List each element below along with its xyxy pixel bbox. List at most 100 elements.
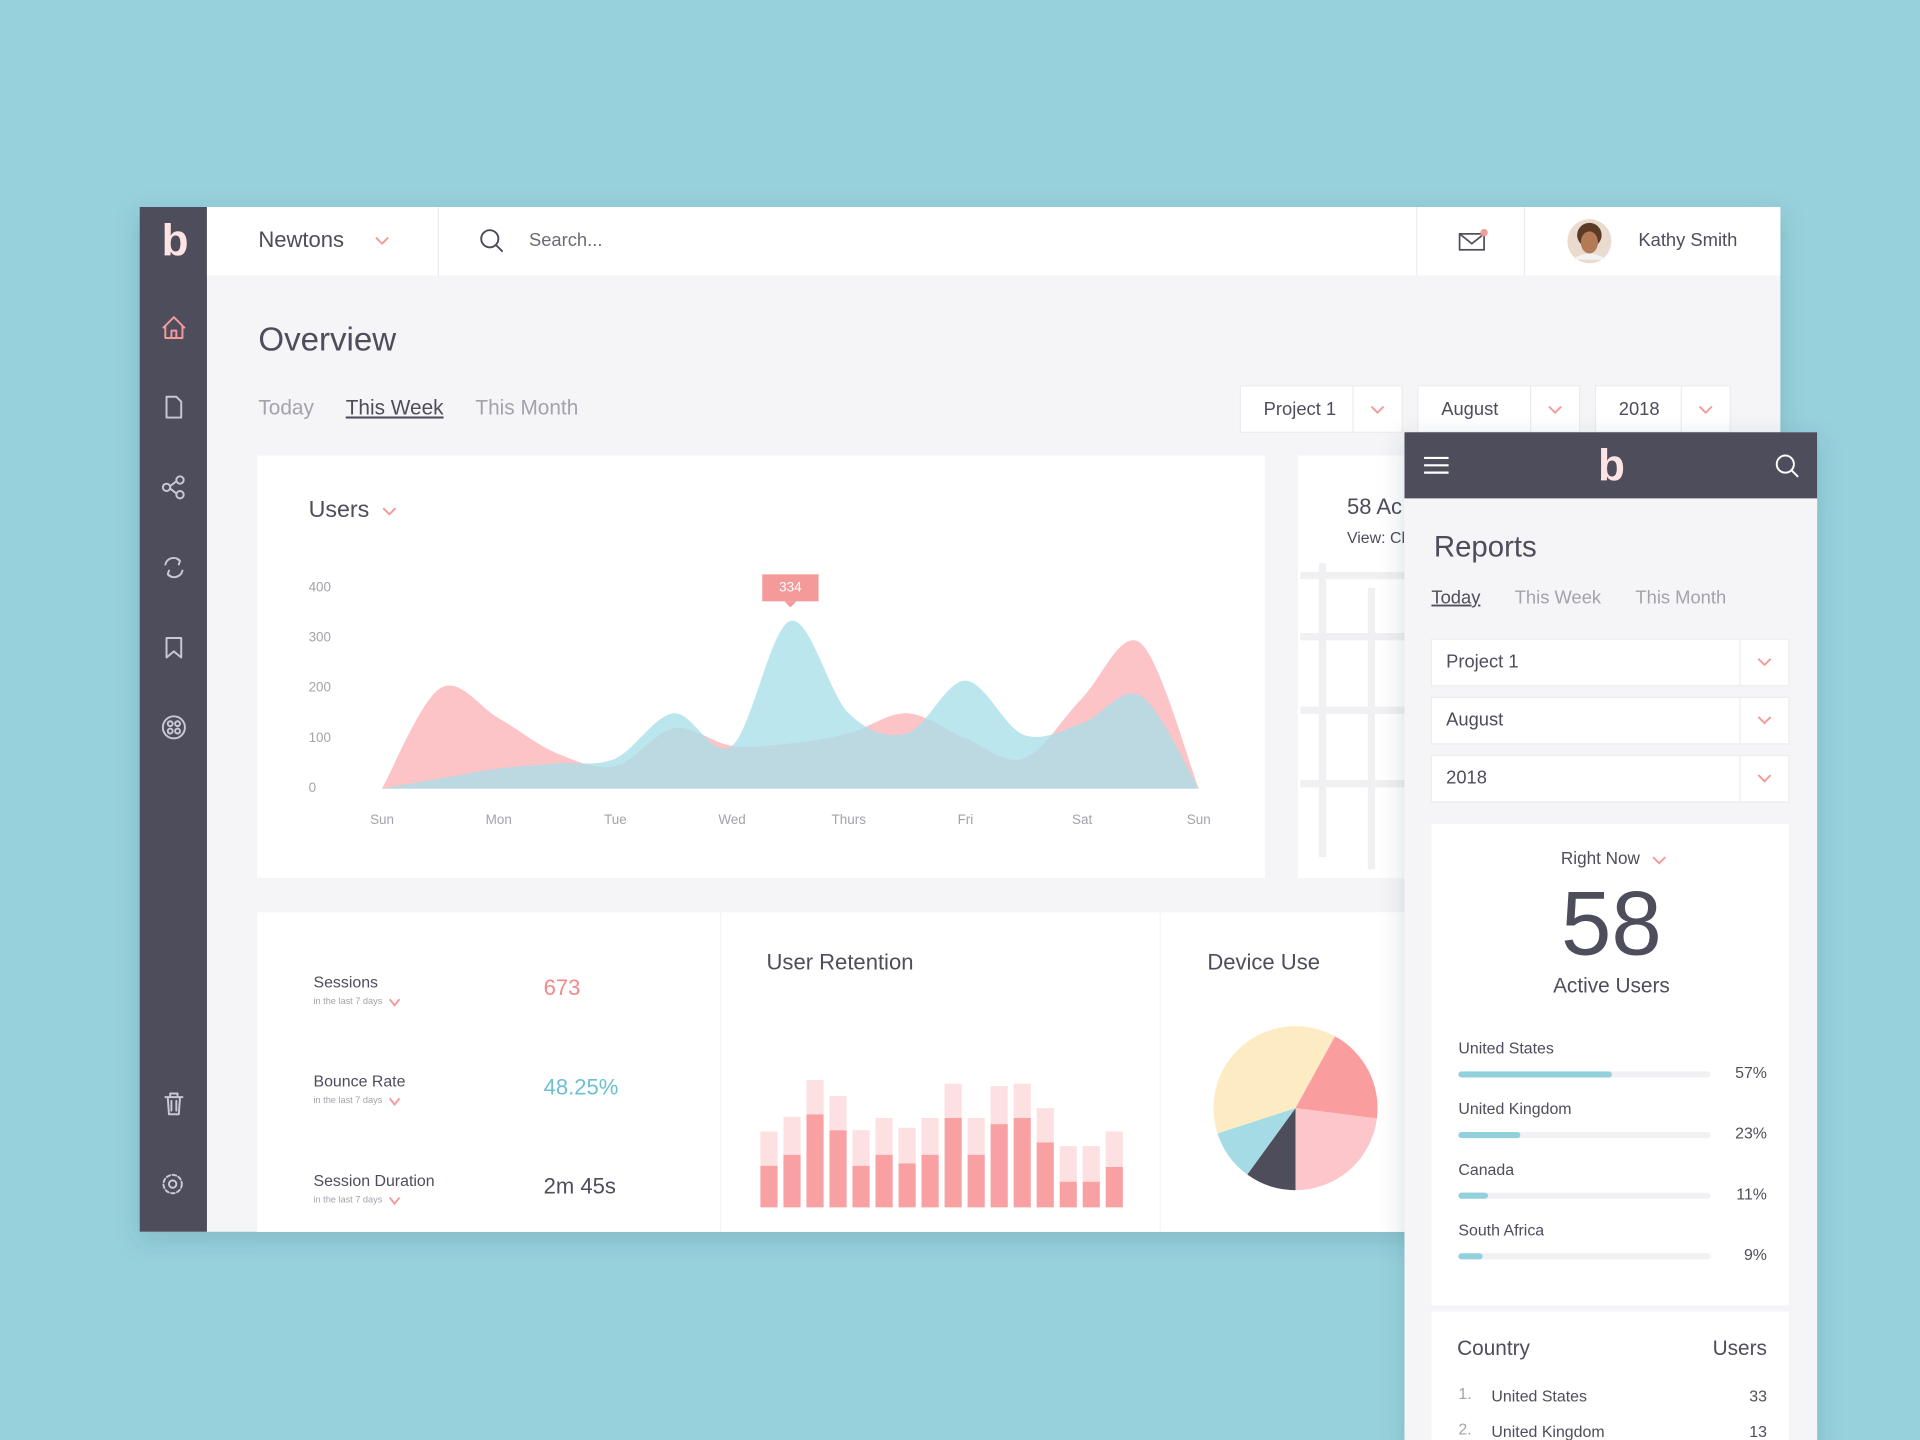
row-users: 13 xyxy=(1749,1424,1767,1440)
bar-segment xyxy=(1036,1108,1054,1143)
menu-icon[interactable] xyxy=(1424,456,1449,474)
right-now-label[interactable]: Right Now xyxy=(1561,848,1641,868)
x-tick-label: Thurs xyxy=(832,812,867,827)
row-country: United Kingdom xyxy=(1491,1424,1604,1440)
bar-segment xyxy=(967,1154,985,1208)
bar-segment xyxy=(806,1114,824,1208)
bar-segment xyxy=(990,1086,1008,1125)
filter-select[interactable] xyxy=(1430,638,1790,687)
tab[interactable]: Today xyxy=(258,396,314,419)
x-tick-label: Mon xyxy=(486,812,512,827)
filter-select[interactable] xyxy=(1430,696,1790,745)
stat-label: Bounce Rate xyxy=(313,1074,405,1091)
tab[interactable]: Today xyxy=(1431,587,1481,608)
filter-label[interactable]: Project 1 xyxy=(1264,398,1336,419)
country-name: United States xyxy=(1458,1041,1554,1058)
nav-share[interactable] xyxy=(161,475,185,500)
nav-home[interactable] xyxy=(162,316,186,339)
bar-segment xyxy=(990,1124,1008,1208)
stats-card xyxy=(257,912,720,1232)
bar-segment xyxy=(944,1117,962,1208)
y-tick-label: 200 xyxy=(309,680,331,695)
stat-value: 48.25% xyxy=(544,1074,619,1099)
area-series xyxy=(382,620,1199,789)
mail-icon[interactable] xyxy=(1458,228,1488,251)
bar-label: 9% xyxy=(1744,1247,1767,1264)
filter-label[interactable]: 2018 xyxy=(1619,398,1660,419)
stat-period: in the last 7 days xyxy=(313,996,382,1006)
pie-slice xyxy=(1295,1036,1378,1119)
chevron xyxy=(1370,405,1385,415)
bar-segment xyxy=(783,1116,801,1155)
filter-label[interactable]: August xyxy=(1441,398,1498,419)
chevron xyxy=(1757,716,1772,725)
mobile-search[interactable] xyxy=(1775,454,1799,478)
tab[interactable]: This Month xyxy=(475,396,578,419)
filter-select[interactable] xyxy=(1430,754,1790,803)
bar-segment xyxy=(875,1117,893,1155)
bar-segment xyxy=(1082,1181,1100,1208)
chevron xyxy=(375,236,389,246)
stat-value: 673 xyxy=(544,975,581,1000)
bar-segment xyxy=(898,1163,916,1208)
nav-docs[interactable] xyxy=(165,395,183,419)
tab[interactable]: This Week xyxy=(346,396,444,419)
y-tick-label: 300 xyxy=(309,630,331,645)
stat-period: in the last 7 days xyxy=(313,1095,382,1105)
nav-bookmark[interactable] xyxy=(165,636,183,659)
nav-apps[interactable] xyxy=(161,715,186,740)
bar-segment xyxy=(967,1117,985,1155)
tooltip-label: 334 xyxy=(779,579,802,594)
user-name[interactable]: Kathy Smith xyxy=(1638,229,1737,250)
filter-select[interactable] xyxy=(1417,385,1581,433)
bar-segment xyxy=(1105,1131,1123,1167)
tab[interactable]: This Week xyxy=(1515,587,1602,608)
tooltip-pointer xyxy=(784,601,797,608)
tab[interactable]: This Month xyxy=(1635,587,1726,608)
filter-select[interactable] xyxy=(1594,385,1731,433)
active-users-count: 58 xyxy=(1561,874,1662,975)
x-tick-label: Sat xyxy=(1072,812,1092,827)
chart-title[interactable]: Users xyxy=(309,496,370,522)
mobile-logo[interactable]: b xyxy=(1598,442,1625,491)
bar-segment xyxy=(898,1127,916,1164)
logo[interactable]: b xyxy=(162,216,189,265)
bar-segment xyxy=(921,1117,939,1155)
pie-slice xyxy=(1247,1108,1296,1191)
filter-label[interactable]: 2018 xyxy=(1446,767,1487,788)
table-header: Users xyxy=(1713,1337,1767,1360)
row-rank: 2. xyxy=(1458,1421,1471,1438)
bar-segment xyxy=(1105,1166,1123,1208)
nav-trash[interactable] xyxy=(164,1092,184,1116)
chevron xyxy=(382,507,397,516)
bar-segment xyxy=(1013,1117,1031,1208)
table-header: Country xyxy=(1457,1337,1530,1360)
row-rank: 1. xyxy=(1458,1386,1471,1403)
bar-segment xyxy=(829,1095,847,1131)
search-input[interactable]: Search... xyxy=(529,229,602,250)
bar-track xyxy=(1458,1253,1711,1260)
users-card xyxy=(257,455,1265,878)
filter-label[interactable]: August xyxy=(1446,708,1503,729)
x-tick-label: Wed xyxy=(718,812,745,827)
workspace[interactable]: Newtons xyxy=(258,227,344,252)
chevron xyxy=(388,1097,401,1107)
nav-settings[interactable] xyxy=(162,1173,183,1195)
nav-sync[interactable] xyxy=(164,557,184,579)
filter-label[interactable]: Project 1 xyxy=(1446,650,1518,671)
active-card xyxy=(1297,455,1421,878)
bar-segment xyxy=(852,1165,870,1208)
avatar[interactable] xyxy=(1567,219,1612,264)
stat-value: 2m 45s xyxy=(544,1174,616,1199)
x-tick-label: Fri xyxy=(958,812,974,827)
search-icon[interactable] xyxy=(480,229,504,252)
pie-slice xyxy=(1295,1108,1377,1191)
chevron xyxy=(1652,856,1666,865)
chevron xyxy=(1698,405,1713,415)
bar-track xyxy=(1458,1192,1711,1199)
active-card-subtitle: View: Cl xyxy=(1347,530,1405,547)
bar-segment xyxy=(760,1165,778,1208)
bar-segment xyxy=(1036,1142,1054,1208)
